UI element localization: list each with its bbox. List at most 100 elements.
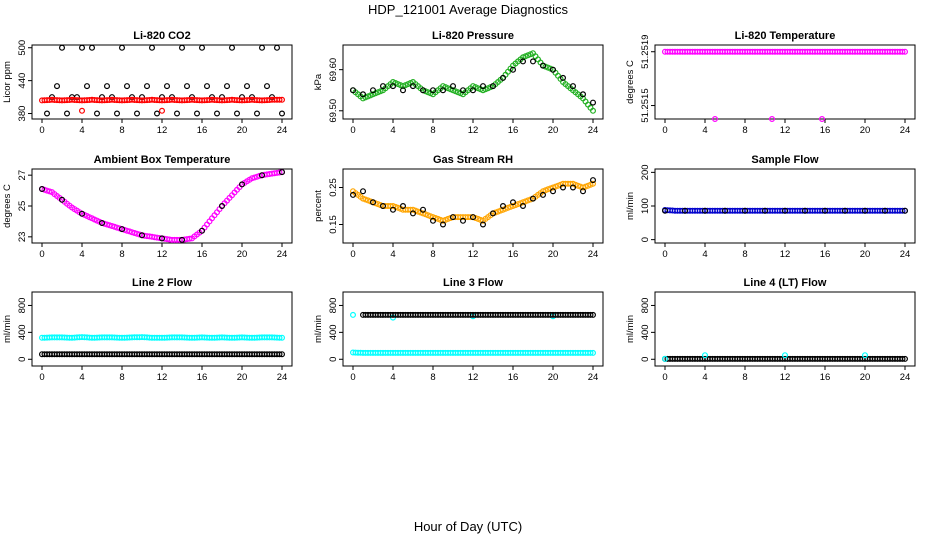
panel-title: Li-820 Temperature [735,30,836,42]
figure-title: HDP_121001 Average Diagnostics [368,2,568,17]
data-point [179,44,186,51]
series-3 [78,107,166,114]
x-tick-label: 24 [588,125,599,136]
data-point [118,44,125,51]
data-point [430,87,437,94]
x-tick-label: 0 [350,125,355,136]
series-2 [38,169,286,243]
x-tick-label: 24 [900,125,911,136]
data-point [661,355,668,362]
data-point [510,199,517,206]
data-point [881,207,888,214]
data-point [899,48,906,55]
x-tick-label: 20 [548,125,559,136]
data-point [781,207,788,214]
data-point [254,110,261,117]
data-point [276,351,283,358]
data-point [901,207,908,214]
y-tick-label: 100 [640,198,651,214]
data-point [470,214,477,221]
y-tick-label: 0.25 [328,178,339,197]
x-tick-label: 16 [508,249,519,260]
series-2 [661,207,908,214]
x-tick-label: 0 [662,372,667,383]
x-tick-label: 24 [277,249,288,260]
data-point [131,230,138,237]
y-tick-label: 0 [640,357,651,362]
data-point [159,107,166,114]
series-2 [711,115,825,122]
data-point [519,203,526,210]
series-1 [661,48,908,55]
data-point [899,355,906,362]
x-tick-label: 4 [702,249,707,260]
data-point [539,62,546,69]
data-point [350,87,357,94]
x-tick-label: 4 [390,249,395,260]
data-point [470,87,477,94]
x-tick-label: 20 [237,372,248,383]
series-1 [661,355,908,362]
y-axis-label: ml/min [2,315,13,343]
x-tick-label: 16 [820,372,831,383]
data-point [106,222,113,229]
x-tick-label: 12 [468,249,479,260]
y-tick-label: 51.2515 [640,88,651,122]
x-tick-label: 20 [548,249,559,260]
y-tick-label: 0 [640,237,651,242]
data-point [589,180,596,187]
series-2 [350,58,596,106]
data-point [360,91,367,98]
y-tick-label: 800 [17,298,28,314]
data-point [350,311,357,318]
data-point [78,44,85,51]
data-point [549,66,556,73]
x-tick-label: 0 [662,249,667,260]
plot-frame [342,168,604,244]
x-tick-label: 12 [780,372,791,383]
data-point [46,188,53,195]
plot-frame [654,44,916,120]
series-2 [38,96,286,104]
y-axis-label: kPa [313,73,324,90]
data-point [219,203,226,210]
data-point [440,87,447,94]
data-point [139,232,146,239]
data-point [276,169,283,176]
data-point [519,58,526,65]
x-tick-label: 12 [157,125,168,136]
data-point [480,221,487,228]
x-tick-label: 4 [79,125,84,136]
data-point [88,44,95,51]
data-point [380,203,387,210]
y-tick-label: 69.60 [328,58,339,82]
data-point [159,235,166,242]
data-point [279,169,286,176]
data-point [741,207,748,214]
chart-panel-1: Li-820 CO2 0 4 8 12 16 20 24 380 440 500 Licor ppm [2,30,293,136]
x-tick-label: 8 [742,372,747,383]
data-point [229,44,236,51]
x-tick-label: 8 [742,125,747,136]
panel-title: Ambient Box Temperature [94,154,231,166]
x-tick-label: 16 [197,372,208,383]
x-tick-label: 20 [237,249,248,260]
data-point [490,210,497,217]
x-tick-label: 8 [742,249,747,260]
x-tick-label: 0 [39,372,44,383]
data-point [279,96,286,103]
y-tick-label: 0 [328,357,339,362]
data-point [370,87,377,94]
series-2 [661,352,868,362]
data-point [264,83,271,90]
x-tick-label: 16 [197,125,208,136]
data-point [199,227,206,234]
x-tick-label: 16 [820,125,831,136]
y-tick-label: 27 [17,170,28,181]
x-tick-label: 0 [39,249,44,260]
data-point [186,235,193,242]
data-point [63,110,70,117]
x-tick-label: 24 [900,249,911,260]
chart-panel-4: Ambient Box Temperature 0 4 8 12 16 20 24 23 25 27… [2,154,293,260]
y-tick-label: 400 [328,324,339,340]
